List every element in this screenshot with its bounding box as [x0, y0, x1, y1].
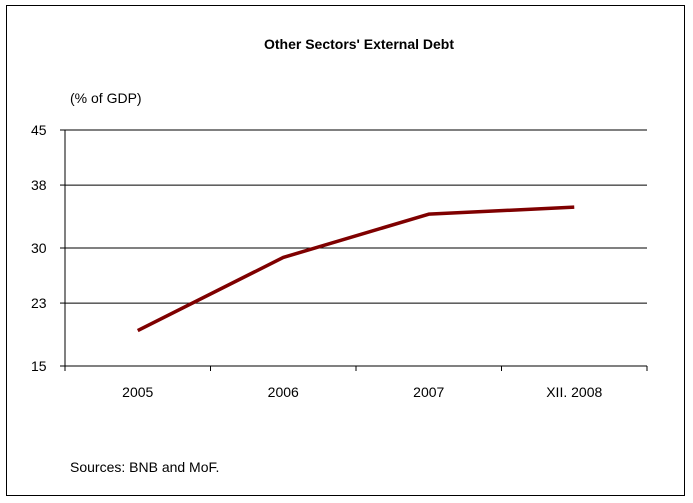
series-layer: [136, 205, 575, 333]
chart-frame: Other Sectors' External Debt (% of GDP) …: [6, 5, 685, 496]
x-tick-label: 2006: [268, 384, 299, 400]
y-tick-label: 15: [31, 358, 47, 374]
chart-title: Other Sectors' External Debt: [264, 36, 454, 52]
y-tick-label: 45: [31, 122, 47, 138]
y-tick-label: 38: [31, 177, 47, 193]
gridlines: [65, 129, 647, 304]
series-line: [136, 205, 575, 333]
y-tick-label: 30: [31, 240, 47, 256]
x-tick-label: 2005: [122, 384, 153, 400]
axes: [60, 129, 648, 371]
tick-labels: 15 23 30 38 45 2005 2006 2007 XII. 2008: [31, 122, 602, 400]
x-tick-label: 2007: [413, 384, 444, 400]
x-tick-label: XII. 2008: [546, 384, 602, 400]
y-tick-label: 23: [31, 295, 47, 311]
line-chart: Other Sectors' External Debt (% of GDP) …: [31, 36, 648, 475]
y-axis-unit-label: (% of GDP): [70, 90, 142, 106]
source-note: Sources: BNB and MoF.: [70, 459, 219, 475]
